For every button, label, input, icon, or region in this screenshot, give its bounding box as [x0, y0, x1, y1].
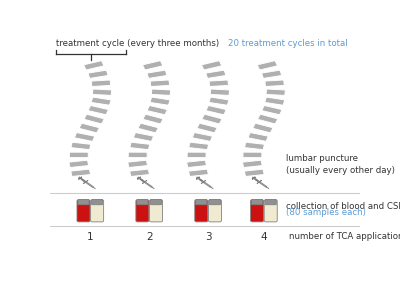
- FancyBboxPatch shape: [88, 105, 108, 114]
- FancyBboxPatch shape: [84, 61, 104, 70]
- FancyBboxPatch shape: [92, 89, 112, 95]
- FancyBboxPatch shape: [136, 200, 149, 222]
- FancyBboxPatch shape: [209, 80, 228, 87]
- FancyBboxPatch shape: [243, 152, 262, 158]
- FancyBboxPatch shape: [91, 80, 111, 87]
- FancyBboxPatch shape: [137, 200, 148, 205]
- Polygon shape: [83, 180, 88, 184]
- FancyBboxPatch shape: [208, 200, 222, 222]
- FancyBboxPatch shape: [143, 61, 163, 70]
- FancyBboxPatch shape: [195, 200, 208, 222]
- FancyBboxPatch shape: [265, 80, 284, 87]
- FancyBboxPatch shape: [130, 142, 150, 149]
- FancyBboxPatch shape: [265, 200, 276, 205]
- FancyBboxPatch shape: [192, 133, 212, 141]
- FancyBboxPatch shape: [84, 114, 104, 124]
- FancyBboxPatch shape: [143, 114, 163, 124]
- FancyBboxPatch shape: [71, 169, 90, 177]
- FancyBboxPatch shape: [77, 200, 90, 222]
- FancyBboxPatch shape: [264, 200, 277, 222]
- Text: 20 treatment cycles in total: 20 treatment cycles in total: [228, 39, 348, 48]
- Polygon shape: [252, 177, 256, 179]
- FancyBboxPatch shape: [74, 133, 94, 141]
- FancyBboxPatch shape: [128, 152, 147, 158]
- FancyBboxPatch shape: [244, 169, 264, 177]
- Text: (80 samples each): (80 samples each): [286, 208, 366, 217]
- Polygon shape: [201, 180, 206, 184]
- Text: number of TCA application: number of TCA application: [289, 232, 400, 241]
- FancyBboxPatch shape: [252, 200, 263, 205]
- FancyBboxPatch shape: [189, 169, 208, 177]
- Polygon shape: [199, 179, 211, 187]
- FancyBboxPatch shape: [92, 200, 103, 205]
- FancyBboxPatch shape: [257, 61, 277, 70]
- FancyBboxPatch shape: [265, 97, 285, 105]
- Polygon shape: [196, 177, 200, 179]
- FancyBboxPatch shape: [197, 123, 217, 133]
- FancyBboxPatch shape: [206, 70, 226, 78]
- Polygon shape: [140, 179, 152, 187]
- FancyBboxPatch shape: [91, 97, 111, 105]
- FancyBboxPatch shape: [150, 200, 162, 205]
- FancyBboxPatch shape: [209, 97, 229, 105]
- Text: 1: 1: [87, 232, 94, 242]
- Text: treatment cycle (every three months): treatment cycle (every three months): [56, 39, 219, 48]
- FancyBboxPatch shape: [151, 89, 171, 95]
- FancyBboxPatch shape: [248, 133, 268, 141]
- FancyBboxPatch shape: [91, 200, 104, 222]
- Polygon shape: [142, 180, 147, 184]
- FancyBboxPatch shape: [262, 105, 282, 114]
- FancyBboxPatch shape: [88, 70, 108, 78]
- Polygon shape: [255, 179, 267, 187]
- Polygon shape: [137, 177, 141, 179]
- Text: 2: 2: [146, 232, 152, 242]
- FancyBboxPatch shape: [187, 152, 206, 158]
- FancyBboxPatch shape: [150, 200, 162, 222]
- FancyBboxPatch shape: [79, 123, 99, 133]
- FancyBboxPatch shape: [206, 105, 226, 114]
- FancyBboxPatch shape: [202, 61, 222, 70]
- FancyBboxPatch shape: [210, 89, 230, 95]
- FancyBboxPatch shape: [128, 160, 148, 168]
- FancyBboxPatch shape: [71, 142, 91, 149]
- Text: 4: 4: [260, 232, 267, 242]
- FancyBboxPatch shape: [196, 200, 207, 205]
- FancyBboxPatch shape: [250, 200, 264, 222]
- FancyBboxPatch shape: [69, 152, 88, 158]
- FancyBboxPatch shape: [150, 80, 170, 87]
- FancyBboxPatch shape: [150, 97, 170, 105]
- FancyBboxPatch shape: [134, 133, 154, 141]
- Polygon shape: [78, 177, 82, 179]
- Text: lumbar puncture
(usually every other day): lumbar puncture (usually every other day…: [286, 154, 394, 175]
- Text: collection of blood and CSF: collection of blood and CSF: [286, 202, 400, 211]
- Text: 3: 3: [205, 232, 212, 242]
- FancyBboxPatch shape: [242, 160, 262, 168]
- FancyBboxPatch shape: [69, 160, 88, 168]
- Polygon shape: [82, 179, 93, 187]
- FancyBboxPatch shape: [245, 142, 264, 149]
- FancyBboxPatch shape: [187, 160, 206, 168]
- FancyBboxPatch shape: [130, 169, 149, 177]
- FancyBboxPatch shape: [78, 200, 89, 205]
- FancyBboxPatch shape: [202, 114, 222, 124]
- FancyBboxPatch shape: [147, 70, 167, 78]
- FancyBboxPatch shape: [262, 70, 282, 78]
- FancyBboxPatch shape: [138, 123, 158, 133]
- FancyBboxPatch shape: [253, 123, 273, 133]
- FancyBboxPatch shape: [266, 89, 285, 95]
- FancyBboxPatch shape: [189, 142, 208, 149]
- Polygon shape: [257, 180, 262, 184]
- FancyBboxPatch shape: [147, 105, 167, 114]
- FancyBboxPatch shape: [258, 114, 278, 124]
- FancyBboxPatch shape: [209, 200, 220, 205]
